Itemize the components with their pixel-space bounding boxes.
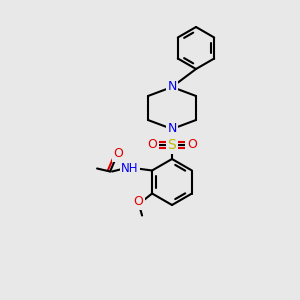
Text: O: O <box>147 139 157 152</box>
Text: N: N <box>167 80 177 94</box>
Text: O: O <box>133 195 143 208</box>
Text: S: S <box>168 138 176 152</box>
Text: O: O <box>187 139 197 152</box>
Text: NH: NH <box>121 162 139 175</box>
Text: O: O <box>113 147 123 160</box>
Text: N: N <box>167 122 177 136</box>
